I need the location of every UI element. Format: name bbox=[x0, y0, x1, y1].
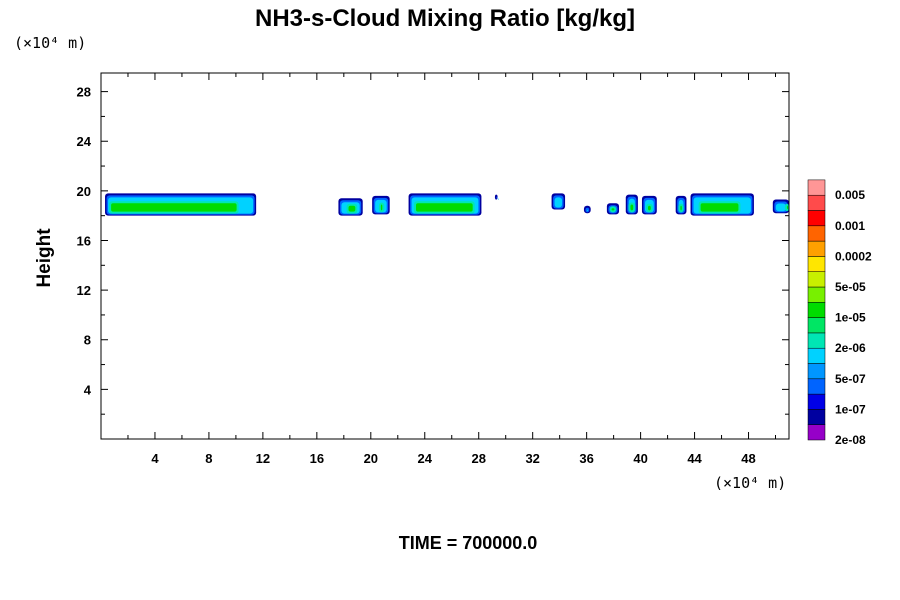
cloud-segment-10 bbox=[641, 195, 657, 215]
legend-swatch bbox=[807, 378, 826, 395]
cloud-core bbox=[700, 203, 739, 212]
x-tick-label: 4 bbox=[151, 451, 159, 466]
legend-swatch bbox=[807, 393, 826, 410]
legend-swatch bbox=[807, 256, 826, 272]
legend-swatch bbox=[807, 210, 826, 227]
legend-swatch bbox=[807, 194, 826, 211]
cloud-core bbox=[415, 203, 473, 212]
cloud-segment-6 bbox=[551, 193, 566, 210]
plot-frame bbox=[100, 72, 790, 440]
x-tick-label: 32 bbox=[525, 451, 539, 466]
cloud-core bbox=[348, 205, 356, 212]
x-tick-label: 24 bbox=[418, 451, 433, 466]
cloud-segment-3 bbox=[372, 195, 390, 215]
cloud-core bbox=[611, 208, 615, 211]
legend-label: 1e-07 bbox=[835, 402, 866, 416]
x-axis-unit: (×10⁴ m) bbox=[714, 474, 786, 492]
legend-label: 1e-05 bbox=[835, 311, 866, 325]
cloud-band-cyan bbox=[775, 203, 786, 212]
cloud-core bbox=[680, 205, 682, 211]
cloud-segment-8 bbox=[606, 203, 620, 215]
plot-area bbox=[105, 193, 789, 216]
cloud-segment-9 bbox=[625, 194, 638, 215]
cloud-segment-5 bbox=[494, 194, 499, 200]
cloud-segment-13 bbox=[772, 199, 789, 214]
legend-swatch bbox=[807, 347, 826, 364]
y-tick-label: 12 bbox=[77, 283, 91, 298]
cloud-band-cyan bbox=[554, 197, 563, 208]
x-tick-label: 8 bbox=[205, 451, 212, 466]
y-axis: 4 8 12 16 20 24 28 bbox=[77, 85, 789, 415]
legend-swatch bbox=[807, 317, 826, 334]
y-tick-label: 20 bbox=[77, 184, 91, 199]
legend-swatch bbox=[807, 179, 826, 196]
legend-swatch bbox=[807, 286, 826, 303]
y-axis-label: Height bbox=[34, 228, 55, 288]
color-legend: 0.005 0.001 0.0002 5e-05 1e-05 2e-06 5e-07 1e-0… bbox=[807, 179, 872, 447]
x-tick-label: 20 bbox=[364, 451, 378, 466]
legend-label: 2e-08 bbox=[835, 433, 866, 447]
legend-swatch bbox=[807, 409, 826, 425]
time-label: TIME = 700000.0 bbox=[399, 533, 538, 553]
y-axis-unit: (×10⁴ m) bbox=[14, 34, 86, 52]
y-tick-label: 4 bbox=[84, 382, 92, 397]
legend-swatch bbox=[807, 271, 826, 288]
x-tick-label: 16 bbox=[310, 451, 324, 466]
legend-swatch bbox=[807, 332, 826, 349]
x-tick-label: 48 bbox=[741, 451, 755, 466]
legend-swatch bbox=[807, 302, 826, 318]
legend-swatch bbox=[807, 225, 826, 242]
x-tick-label: 28 bbox=[471, 451, 485, 466]
legend-label: 0.001 bbox=[835, 219, 865, 233]
y-tick-label: 24 bbox=[77, 134, 92, 149]
legend-swatch bbox=[807, 363, 826, 380]
legend-label: 5e-07 bbox=[835, 372, 866, 386]
cloud-core bbox=[648, 205, 651, 211]
x-axis: 4 8 12 16 20 24 28 32 36 40 44 48 bbox=[127, 73, 777, 466]
cloud-core bbox=[111, 203, 237, 212]
x-tick-label: 36 bbox=[579, 451, 593, 466]
legend-label: 5e-05 bbox=[835, 280, 866, 294]
y-tick-label: 8 bbox=[84, 333, 91, 348]
y-tick-label: 16 bbox=[77, 233, 91, 248]
cloud-segment-12 bbox=[690, 193, 754, 216]
x-tick-label: 44 bbox=[687, 451, 702, 466]
x-tick-label: 12 bbox=[256, 451, 270, 466]
legend-swatch bbox=[807, 424, 826, 441]
cloud-segment-2 bbox=[338, 198, 363, 216]
legend-label: 2e-06 bbox=[835, 341, 866, 355]
legend-label: 0.0002 bbox=[835, 249, 872, 263]
legend-swatch bbox=[807, 240, 826, 257]
cloud-band-cyan bbox=[586, 209, 588, 212]
cloud-band-cyan bbox=[497, 198, 499, 200]
y-tick-label: 28 bbox=[77, 85, 91, 100]
legend-label: 0.005 bbox=[835, 188, 865, 202]
cloud-core bbox=[380, 204, 383, 211]
cloud-segment-4 bbox=[408, 193, 482, 216]
cloud-core bbox=[786, 205, 788, 210]
x-tick-label: 40 bbox=[633, 451, 647, 466]
cloud-band-blue bbox=[496, 196, 498, 199]
cloud-segment-11 bbox=[675, 195, 687, 215]
cloud-core bbox=[630, 204, 634, 211]
chart-title: NH3-s-Cloud Mixing Ratio [kg/kg] bbox=[255, 5, 635, 32]
cloud-segment-7 bbox=[583, 205, 591, 214]
cloud-segment-1 bbox=[105, 193, 257, 216]
